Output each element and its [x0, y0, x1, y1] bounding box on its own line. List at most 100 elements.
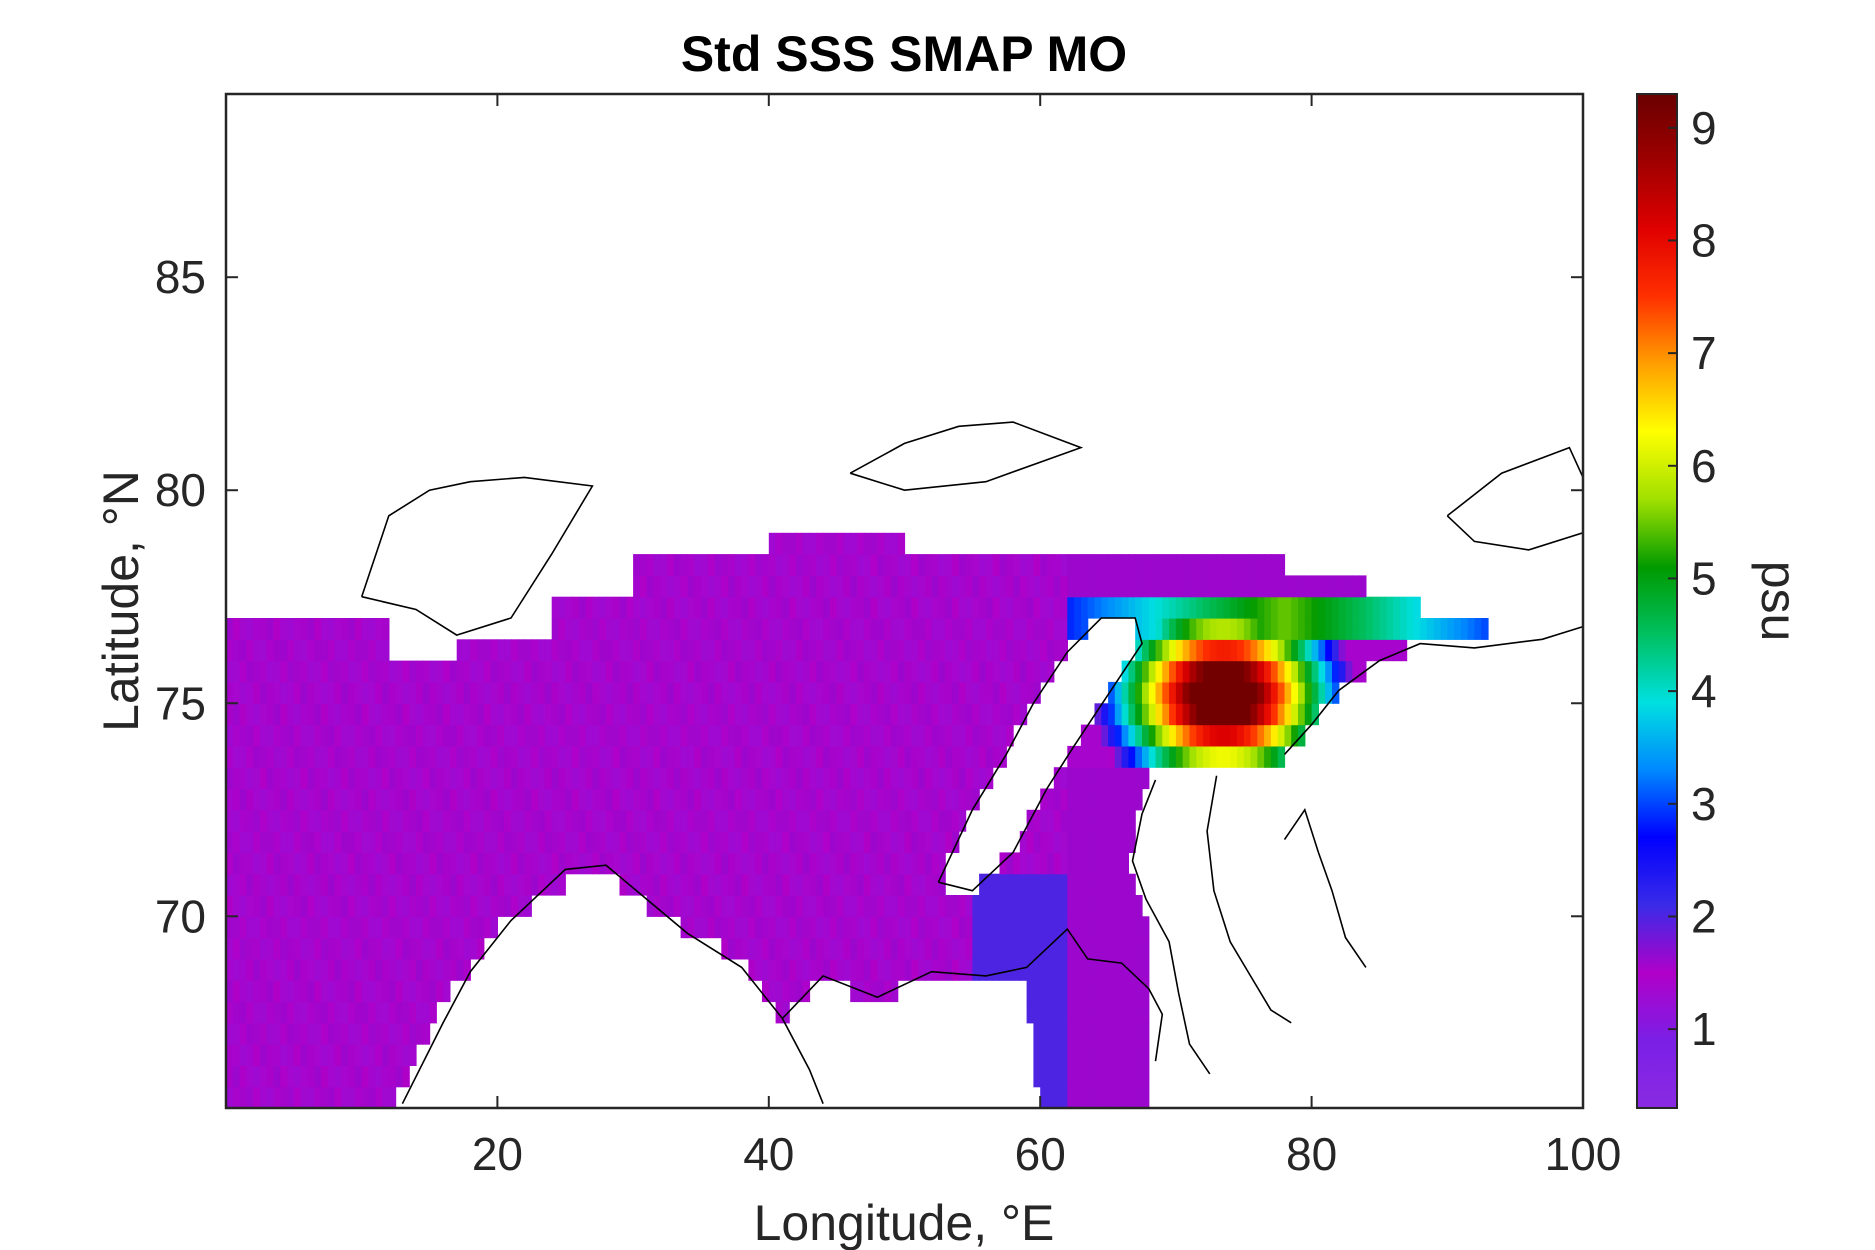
field-cell: [911, 639, 919, 662]
field-cell: [829, 745, 838, 768]
field-cell: [768, 532, 777, 555]
field-cell: [416, 660, 424, 683]
field-cell: [660, 831, 668, 853]
field-cell: [965, 745, 973, 768]
field-cell: [857, 596, 865, 619]
field-cell: [829, 554, 838, 576]
field-cell: [1291, 724, 1299, 747]
field-cell: [273, 703, 281, 726]
field-cell: [266, 767, 275, 790]
field-cell: [395, 660, 403, 683]
field-cell: [470, 873, 478, 896]
field-cell: [985, 873, 994, 896]
field-cell: [673, 852, 682, 875]
field-cell: [551, 660, 560, 683]
field-cell: [809, 852, 817, 875]
field-cell: [321, 788, 329, 811]
field-cell: [843, 916, 851, 939]
field-cell: [938, 873, 946, 896]
field-cell: [382, 745, 390, 768]
field-cell: [1175, 703, 1184, 726]
field-cell: [490, 852, 498, 875]
field-cell: [334, 1001, 342, 1024]
field-cell: [897, 596, 906, 619]
field-cell: [748, 852, 756, 875]
field-cell: [395, 895, 403, 917]
field-cell: [897, 575, 906, 598]
field-cell: [802, 809, 811, 832]
field-cell: [1338, 575, 1347, 598]
field-cell: [246, 681, 254, 704]
field-cell: [321, 1001, 329, 1024]
field-cell: [1087, 958, 1096, 981]
field-cell: [816, 809, 824, 832]
field-cell: [558, 596, 566, 619]
field-cell: [497, 703, 505, 726]
field-cell: [354, 1022, 363, 1045]
field-cell: [795, 532, 804, 555]
field-cell: [857, 681, 865, 704]
field-cell: [416, 703, 424, 726]
field-cell: [1108, 980, 1116, 1003]
field-cell: [1162, 724, 1170, 747]
field-cell: [768, 809, 777, 832]
field-cell: [226, 916, 234, 939]
field-cell: [701, 852, 709, 875]
field-cell: [259, 1065, 268, 1088]
field-cell: [660, 745, 668, 768]
field-cell: [314, 618, 322, 640]
field-cell: [1121, 873, 1129, 896]
field-cell: [1074, 554, 1082, 576]
field-cell: [273, 1001, 281, 1024]
field-cell: [273, 1086, 281, 1109]
field-cell: [1135, 788, 1143, 811]
field-cell: [266, 916, 275, 939]
field-cell: [985, 618, 994, 640]
field-cell: [1223, 639, 1231, 662]
field-cell: [1284, 724, 1292, 747]
field-cell: [1148, 639, 1157, 662]
field-cell: [531, 873, 539, 896]
field-cell: [1311, 596, 1319, 619]
field-cell: [877, 532, 885, 555]
field-cell: [1013, 895, 1021, 917]
field-cell: [1284, 618, 1292, 640]
field-cell: [1047, 1044, 1055, 1066]
field-cell: [918, 660, 926, 683]
field-cell: [1155, 703, 1163, 726]
field-cell: [1332, 639, 1340, 662]
field-cell: [490, 639, 498, 662]
field-cell: [348, 745, 356, 768]
field-cell: [429, 745, 437, 768]
field-cell: [741, 895, 750, 917]
colorbar-tick-label: 7: [1691, 327, 1717, 379]
field-cell: [816, 767, 824, 790]
field-cell: [1047, 873, 1055, 896]
field-cell: [395, 745, 403, 768]
field-cell: [972, 745, 980, 768]
field-cell: [890, 681, 899, 704]
field-cell: [653, 788, 661, 811]
field-cell: [416, 767, 424, 790]
field-cell: [259, 852, 268, 875]
field-cell: [809, 618, 817, 640]
field-cell: [1148, 618, 1157, 640]
field-cell: [1094, 831, 1102, 853]
field-cell: [904, 639, 912, 662]
field-cell: [1080, 809, 1089, 832]
field-cell: [1053, 1065, 1062, 1088]
field-cell: [429, 788, 437, 811]
field-cell: [789, 660, 797, 683]
field-cell: [775, 745, 783, 768]
field-cell: [273, 1022, 281, 1045]
field-cell: [1203, 681, 1211, 704]
field-cell: [897, 703, 906, 726]
field-cell: [748, 831, 756, 853]
field-cell: [1101, 831, 1109, 853]
field-cell: [1128, 809, 1136, 832]
field-cell: [538, 852, 546, 875]
field-cell: [1047, 1065, 1055, 1088]
field-cell: [816, 554, 824, 576]
field-cell: [1019, 873, 1028, 896]
field-cell: [585, 831, 593, 853]
